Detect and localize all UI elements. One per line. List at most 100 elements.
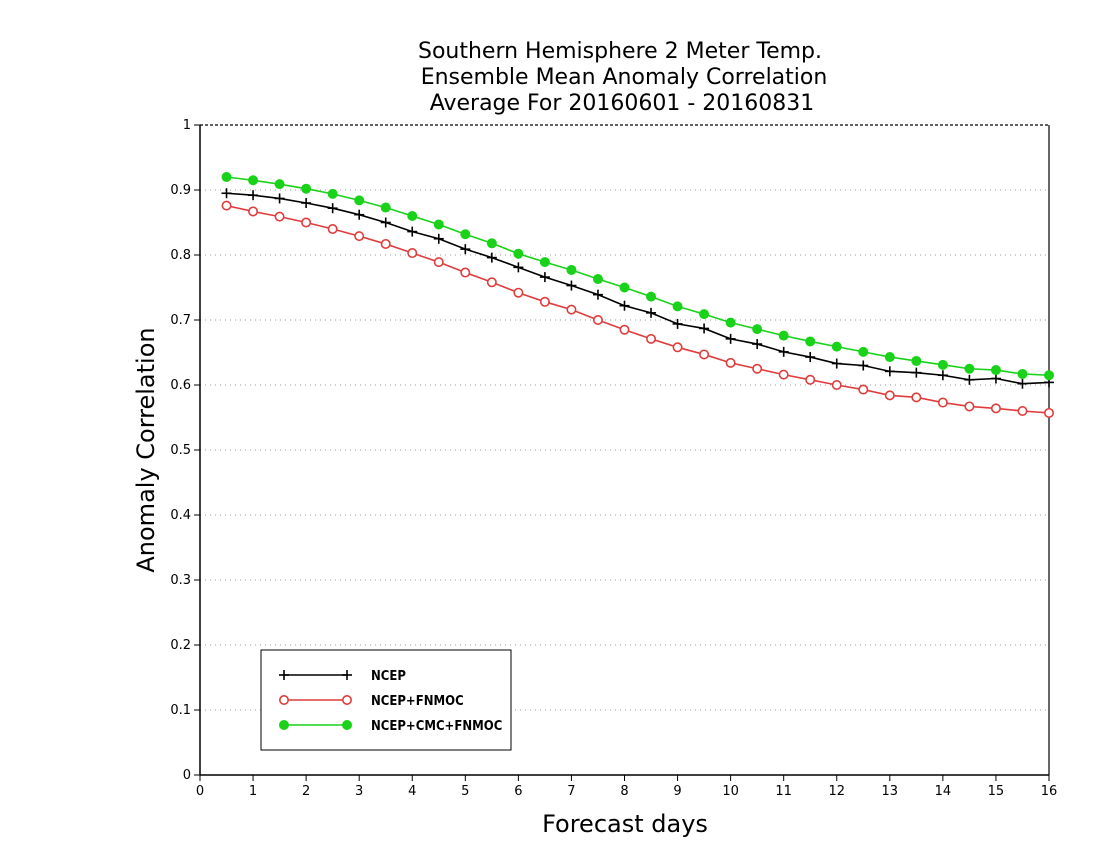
data-point-0-3 — [301, 198, 312, 208]
data-point-0-28 — [964, 374, 975, 385]
data-point-2-24 — [858, 346, 869, 357]
data-point-1-23 — [831, 379, 842, 390]
data-point-1-14 — [592, 314, 603, 325]
data-point-1-0 — [221, 200, 232, 211]
legend-label-2: NCEP+CMC+FNMOC — [371, 719, 502, 734]
data-point-2-7 — [407, 211, 418, 221]
data-point-0-30 — [1017, 378, 1028, 389]
data-point-1-2 — [274, 211, 285, 222]
y-tick-label-2: 0.2 — [170, 638, 191, 653]
data-point-0-1 — [248, 190, 259, 201]
data-point-1-28 — [964, 401, 975, 412]
x-tick-label-1: 1 — [249, 784, 257, 799]
data-point-2-8 — [433, 219, 444, 230]
data-point-2-28 — [964, 363, 975, 374]
data-point-1-4 — [327, 224, 338, 235]
data-point-2-20 — [752, 324, 763, 335]
data-point-1-22 — [805, 374, 816, 385]
x-tick-label-2: 2 — [302, 784, 310, 799]
data-point-0-13 — [566, 280, 577, 291]
data-point-1-17 — [672, 342, 683, 353]
data-point-1-6 — [380, 238, 391, 249]
gridlines — [200, 189, 1049, 711]
data-point-0-14 — [592, 289, 603, 300]
data-point-1-8 — [433, 257, 444, 268]
data-point-0-4 — [327, 203, 338, 214]
data-point-1-18 — [699, 349, 710, 360]
data-point-1-26 — [911, 392, 922, 403]
title-line-1: Southern Hemisphere 2 Meter Temp. — [418, 39, 822, 64]
data-point-2-13 — [566, 264, 577, 275]
data-point-0-18 — [699, 323, 710, 334]
x-tick-label-12: 12 — [828, 784, 845, 799]
data-point-2-30 — [1017, 368, 1028, 379]
data-point-0-5 — [354, 209, 365, 220]
data-point-0-24 — [858, 360, 869, 371]
data-point-1-10 — [486, 277, 497, 288]
data-point-0-20 — [752, 339, 763, 350]
data-point-2-1 — [248, 175, 259, 186]
data-point-1-31 — [1044, 407, 1055, 418]
x-tick-label-8: 8 — [620, 784, 628, 799]
data-point-1-16 — [646, 333, 657, 344]
y-tick-label-5: 0.5 — [170, 443, 191, 458]
x-tick-label-4: 4 — [408, 784, 416, 799]
data-point-2-2 — [274, 179, 285, 190]
data-point-1-12 — [539, 296, 550, 307]
x-tick-label-3: 3 — [355, 784, 363, 799]
x-tick-label-9: 9 — [673, 784, 681, 799]
data-point-2-15 — [619, 282, 630, 293]
data-point-1-11 — [513, 287, 524, 298]
data-point-0-17 — [672, 318, 683, 329]
x-tick-label-13: 13 — [882, 784, 899, 799]
data-point-2-11 — [513, 248, 524, 259]
data-point-1-19 — [725, 357, 736, 368]
data-point-1-29 — [990, 403, 1001, 414]
legend-marker-end-2 — [342, 720, 352, 730]
y-axis-label: Anomaly Correlation — [132, 327, 160, 572]
data-point-1-5 — [354, 231, 365, 242]
data-point-2-16 — [646, 291, 657, 302]
data-point-2-26 — [911, 355, 922, 366]
data-point-1-9 — [460, 267, 471, 278]
data-point-2-14 — [592, 274, 603, 285]
data-point-2-6 — [380, 202, 391, 213]
data-point-0-6 — [380, 217, 391, 228]
series-line-2 — [226, 176, 1050, 377]
tick-labels: 00.10.20.30.40.50.60.70.80.910 1 2 3 4 5 6 7 8 9 1… — [170, 118, 1057, 799]
x-tick-label-7: 7 — [567, 784, 575, 799]
y-tick-label-0: 0 — [183, 768, 191, 783]
x-tick-label-5: 5 — [461, 784, 469, 799]
legend-marker-end-1 — [341, 694, 352, 705]
legend-marker-start-2 — [279, 720, 289, 730]
x-tick-label-11: 11 — [775, 784, 792, 799]
data-point-0-2 — [274, 193, 285, 204]
data-point-2-3 — [301, 183, 312, 194]
x-tick-label-14: 14 — [935, 784, 952, 799]
data-point-2-22 — [805, 336, 816, 347]
data-point-0-10 — [486, 252, 497, 263]
data-point-0-21 — [778, 346, 789, 357]
data-point-1-27 — [937, 397, 948, 408]
data-point-2-23 — [831, 341, 842, 352]
title-line-2: Ensemble Mean Anomaly Correlation — [421, 65, 828, 90]
x-tick-label-16: 16 — [1041, 784, 1058, 799]
data-point-0-7 — [407, 226, 418, 237]
data-point-0-26 — [911, 367, 922, 378]
x-tick-label-6: 6 — [514, 784, 522, 799]
data-point-2-19 — [725, 317, 736, 328]
data-point-0-19 — [725, 333, 736, 344]
data-point-2-17 — [672, 301, 683, 312]
data-point-2-0 — [221, 172, 232, 182]
data-point-2-18 — [699, 309, 710, 320]
legend-item-1: NCEP+FNMOC — [278, 694, 464, 709]
title-line-3: Average For 20160601 - 20160831 — [430, 91, 815, 116]
data-point-0-12 — [539, 272, 550, 283]
data-point-1-15 — [619, 324, 630, 335]
data-point-0-11 — [513, 262, 524, 273]
legend: NCEP NCEP+FNMOC NCEP+CMC+FNMOC — [260, 649, 512, 751]
data-point-1-1 — [248, 206, 259, 217]
legend-item-0: NCEP — [279, 669, 406, 684]
data-point-0-15 — [619, 300, 630, 311]
